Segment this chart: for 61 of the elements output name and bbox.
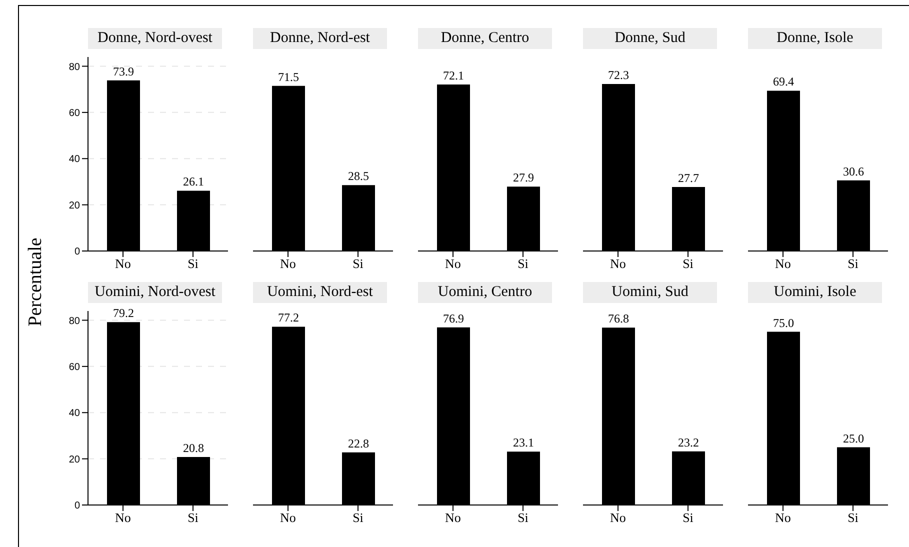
x-tick-label: Si: [682, 510, 694, 526]
y-tick-label: 20: [68, 454, 80, 466]
data-label: 22.8: [348, 436, 369, 450]
data-label: 73.9: [113, 64, 134, 78]
x-tick-label: Si: [352, 510, 364, 526]
x-tick-label: Si: [188, 256, 199, 272]
x-tick-label: No: [115, 256, 131, 272]
data-label: 27.9: [513, 170, 534, 185]
data-label: 23.1: [513, 436, 534, 450]
chart-title: Uomini, Nord-est: [253, 282, 387, 303]
data-label: 23.2: [678, 435, 699, 450]
data-label: 71.5: [278, 70, 299, 84]
y-tick-label: 40: [68, 154, 80, 166]
x-tick-label: Si: [518, 510, 529, 526]
y-tick-label: 60: [68, 362, 80, 373]
x-tick-label: No: [280, 256, 296, 272]
y-tick-label: 80: [68, 62, 80, 73]
chart-title: Donne, Sud: [583, 28, 717, 49]
data-label: 75.0: [773, 316, 794, 330]
chart-title: Donne, Isole: [748, 28, 882, 49]
chart-title: Uomini, Sud: [583, 282, 717, 303]
chart-title: Donne, Nord-ovest: [88, 28, 222, 49]
x-tick-label: Si: [682, 256, 694, 272]
data-label: 28.5: [348, 169, 369, 184]
x-tick-label: No: [115, 510, 131, 526]
data-label: 27.7: [678, 171, 699, 186]
x-tick-label: Si: [352, 256, 364, 272]
x-tick-label: Si: [848, 510, 859, 526]
x-tick-label: No: [610, 510, 626, 526]
y-tick-label: 0: [74, 500, 80, 512]
data-label: 69.4: [773, 74, 794, 89]
x-tick-label: No: [775, 256, 791, 272]
x-tick-label: Si: [188, 510, 199, 526]
y-tick-label: 0: [74, 246, 80, 258]
chart-title: Donne, Nord-est: [253, 28, 387, 49]
data-label: 20.8: [183, 440, 204, 455]
data-label: 26.1: [183, 174, 204, 189]
y-axis-title: Percentuale: [25, 238, 47, 326]
data-label: 79.2: [113, 306, 134, 320]
data-label: 76.8: [608, 312, 629, 326]
data-label: 76.9: [443, 311, 464, 326]
chart-title: Uomini, Nord-ovest: [88, 282, 222, 303]
y-tick-label: 20: [68, 200, 80, 212]
x-tick-label: Si: [848, 256, 859, 272]
chart-title: Uomini, Centro: [418, 282, 552, 303]
data-label: 77.2: [278, 310, 299, 325]
x-tick-label: Si: [518, 256, 529, 272]
y-tick-label: 60: [68, 108, 80, 119]
data-label: 72.1: [443, 68, 464, 82]
x-tick-label: No: [280, 510, 296, 526]
data-label: 30.6: [843, 164, 864, 178]
x-tick-label: No: [610, 256, 626, 272]
x-tick-label: No: [445, 256, 461, 272]
y-tick-label: 80: [68, 316, 80, 327]
chart-title: Uomini, Isole: [748, 282, 882, 303]
data-label: 72.3: [608, 68, 629, 82]
x-tick-label: No: [445, 510, 461, 526]
chart-title: Donne, Centro: [418, 28, 552, 49]
x-tick-label: No: [775, 510, 791, 526]
y-tick-label: 40: [68, 408, 80, 420]
data-label: 25.0: [843, 431, 864, 446]
